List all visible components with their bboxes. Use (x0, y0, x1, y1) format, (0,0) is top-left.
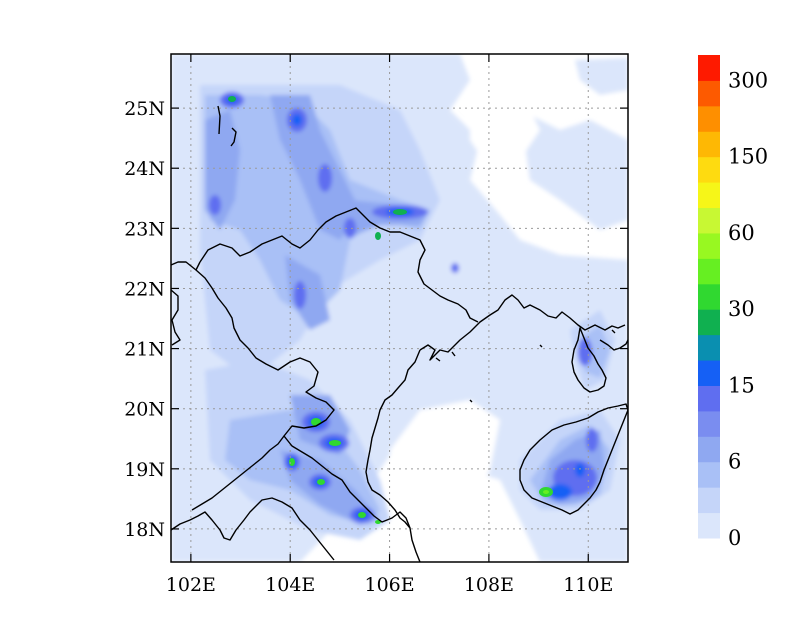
colorbar-swatch (698, 309, 720, 336)
colorbar-swatch (698, 436, 720, 463)
coastline-hainan (519, 403, 628, 515)
colorbar-label: 6 (728, 450, 741, 474)
lat-ticks: 25N 24N 23N 22N 21N 20N 19N 18N (124, 98, 628, 541)
colorbar-label: 300 (728, 68, 768, 92)
islands-halong (435, 329, 616, 403)
lat-label: 25N (124, 98, 165, 120)
colorbar-swatch (698, 461, 720, 488)
lat-label: 20N (124, 399, 165, 421)
lat-label: 21N (124, 339, 165, 361)
lon-label: 102E (166, 574, 216, 596)
map-gridlines (171, 54, 628, 562)
precip-strong-band4 (285, 255, 330, 330)
colorbar-label: 15 (728, 373, 755, 397)
colorbar-swatch (698, 512, 720, 539)
coastline-guangdong (599, 339, 628, 351)
border-laos-vietnam (195, 261, 411, 529)
lon-ticks: 102E 104E 106E 108E 110E (166, 54, 613, 596)
colorbar-swatch (698, 258, 720, 285)
colorbar-swatch (698, 207, 720, 234)
colorbar-swatch (698, 283, 720, 310)
map-panel: 25N 24N 23N 22N 21N 20N 19N 18N 102E 104E 106E 108… (124, 53, 629, 596)
precip-field (171, 54, 628, 562)
colorbar-swatch (698, 334, 720, 361)
border-laos-cambodia (191, 435, 285, 511)
colorbar-swatch (698, 487, 720, 514)
colorbar-label: 0 (728, 526, 741, 550)
precip-dry-center (390, 400, 500, 540)
precip-region-east (520, 110, 628, 230)
colorbar-swatches (698, 55, 720, 539)
precip-strong-band2 (270, 95, 360, 240)
colorbar-swatch (698, 131, 720, 158)
lat-label: 22N (124, 278, 165, 300)
colorbar-swatch (698, 360, 720, 386)
colorbar: 0 6 15 30 60 150 300 (698, 55, 768, 550)
colorbar-swatch (698, 55, 720, 81)
lat-label: 23N (124, 218, 165, 240)
coastline-leizhou (571, 327, 607, 393)
colorbar-label: 30 (728, 297, 755, 321)
lon-label: 104E (265, 574, 315, 596)
lat-label: 18N (124, 519, 165, 541)
lon-label: 106E (364, 574, 414, 596)
map-frame (170, 53, 629, 563)
colorbar-swatch (698, 410, 720, 437)
colorbar-swatch (698, 105, 720, 132)
colorbar-label: 60 (728, 221, 755, 245)
colorbar-label: 150 (728, 145, 768, 169)
colorbar-swatch (698, 182, 720, 209)
colorbar-swatch (698, 385, 720, 412)
border-laos-thailand (171, 261, 335, 561)
precip-dry-north (470, 90, 540, 170)
colorbar-swatch (698, 232, 720, 259)
colorbar-swatch (698, 80, 720, 107)
lon-label: 110E (563, 574, 613, 596)
colorbar-swatch (698, 156, 720, 183)
coastlines-borders (171, 105, 628, 562)
coastline-vietnam (365, 294, 626, 562)
colorbar-labels: 0 6 15 30 60 150 300 (728, 68, 768, 550)
lon-label: 108E (464, 574, 514, 596)
lake-north (217, 105, 237, 147)
lat-label: 19N (124, 459, 165, 481)
border-china-vietnam (199, 207, 479, 323)
lat-label: 24N (124, 158, 165, 180)
